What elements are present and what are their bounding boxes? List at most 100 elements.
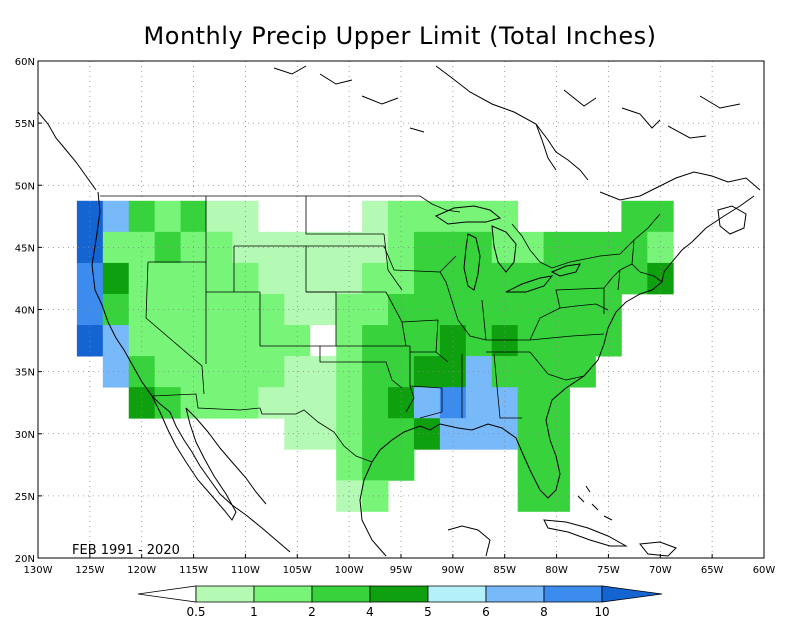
precip-cell	[258, 387, 285, 419]
precip-cell	[258, 231, 285, 264]
precip-cell	[517, 293, 545, 326]
precip-cell	[284, 262, 311, 295]
canada-east-coast	[599, 171, 761, 201]
precip-cell	[336, 387, 363, 419]
cuba	[543, 519, 628, 547]
precip-cell	[621, 262, 648, 295]
colorbar-label: 2	[308, 605, 316, 618]
precip-cell	[517, 356, 545, 388]
bc-coastline	[38, 111, 97, 191]
precip-cell	[595, 262, 622, 295]
precip-cell	[543, 231, 570, 264]
arctic-islands	[273, 65, 741, 139]
precip-cell	[232, 231, 259, 264]
lon-tick-label: 75W	[597, 565, 620, 576]
lon-tick-label: 120W	[127, 565, 156, 576]
colorbar-swatch	[195, 585, 255, 603]
lake-ontario	[550, 263, 581, 277]
colorbar-label: 0.5	[186, 605, 205, 618]
precip-cell	[517, 325, 545, 357]
state-lines-east	[439, 239, 663, 419]
precip-cell	[154, 325, 182, 357]
lake-huron	[491, 225, 517, 273]
precip-cell	[621, 200, 648, 233]
precip-cell	[517, 449, 545, 481]
precip-cell	[465, 325, 493, 357]
precip-cell	[362, 325, 389, 357]
precip-cell	[128, 387, 156, 419]
precip-cell	[491, 418, 519, 450]
baja-coastline	[151, 395, 237, 521]
precip-cell	[232, 387, 259, 419]
precip-cell	[76, 262, 104, 295]
precip-cell	[310, 200, 337, 233]
colorbar-label: 1	[250, 605, 258, 618]
precip-cell	[180, 387, 207, 419]
us-mexico-border	[151, 393, 373, 463]
lat-tick-label: 50N	[15, 181, 35, 192]
precip-cell	[517, 262, 545, 295]
precip-cell	[102, 231, 130, 264]
precip-cell	[362, 262, 389, 295]
precip-cell	[569, 325, 596, 357]
gulf-coast-mexico	[359, 461, 387, 557]
lon-tick-label: 85W	[493, 565, 516, 576]
precip-cell	[128, 262, 156, 295]
period-label: FEB 1991 - 2020	[72, 543, 180, 558]
precip-cell	[258, 262, 285, 295]
precip-cell	[388, 449, 415, 481]
precip-cell	[388, 231, 415, 264]
precip-cell	[362, 293, 389, 326]
precip-cell	[154, 200, 182, 233]
latitude-labels: 20N 25N 30N 35N 40N 45N 50N 55N 60N	[15, 57, 42, 565]
lake-erie	[505, 275, 554, 293]
precip-cell	[102, 293, 130, 326]
lat-tick-label: 45N	[15, 243, 35, 254]
precip-cell	[465, 387, 493, 419]
lat-tick-label: 20N	[15, 554, 35, 565]
precip-cell	[362, 356, 389, 388]
precip-cell	[362, 418, 389, 450]
precip-cell	[465, 200, 493, 233]
precip-grid-cells	[76, 200, 674, 512]
lat-tick-label: 30N	[15, 430, 35, 441]
lake-superior	[434, 205, 502, 225]
precip-cell	[206, 325, 233, 357]
lon-tick-label: 125W	[75, 565, 104, 576]
lon-tick-label: 105W	[283, 565, 312, 576]
colorbar-swatch	[543, 585, 603, 603]
precip-cell	[154, 262, 182, 295]
lat-lon-gridlines	[38, 61, 764, 558]
precip-cell	[310, 262, 337, 295]
lat-tick-label: 60N	[15, 57, 35, 68]
mainland-mexico-west-coast	[185, 407, 267, 505]
hispaniola	[639, 541, 677, 557]
precip-cell	[517, 480, 545, 512]
lon-tick-label: 130W	[24, 565, 53, 576]
atlantic-coastline	[545, 195, 755, 441]
precip-cell	[258, 200, 285, 233]
colorbar-label: 4	[366, 605, 374, 618]
newfoundland	[717, 205, 747, 235]
precip-cell	[491, 262, 519, 295]
james-bay	[535, 123, 557, 171]
lon-tick-label: 65W	[701, 565, 724, 576]
lat-tick-label: 55N	[15, 119, 35, 130]
precip-cell	[543, 449, 570, 481]
precip-cell	[102, 356, 130, 388]
precip-cell	[543, 262, 570, 295]
precip-cell	[517, 418, 545, 450]
precip-cell	[232, 262, 259, 295]
precip-cell	[258, 293, 285, 326]
precip-cell	[388, 387, 415, 419]
precip-cell	[336, 262, 363, 295]
us-canada-border	[100, 195, 661, 269]
state-borders	[100, 195, 663, 463]
precip-cell	[154, 293, 182, 326]
colorbar-label: 6	[482, 605, 490, 618]
precip-cell	[336, 449, 363, 481]
map-title: Monthly Precip Upper Limit (Total Inches…	[143, 22, 657, 50]
precip-cell	[388, 262, 415, 295]
lake-michigan	[463, 233, 481, 291]
